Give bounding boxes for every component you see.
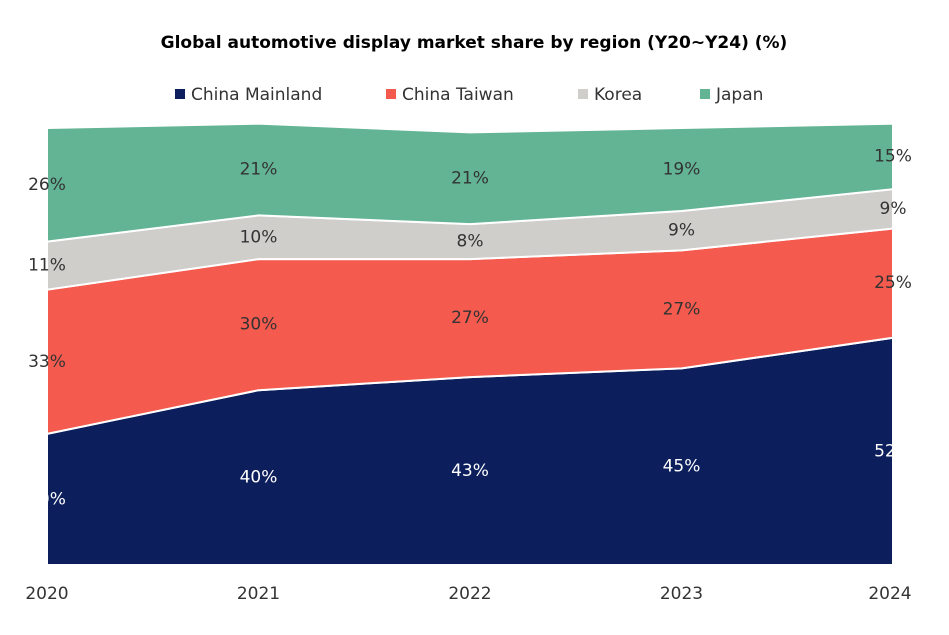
chart-title: Global automotive display market share b… [161, 33, 788, 53]
x-tick-label: 2022 [448, 584, 491, 604]
legend-label: China Mainland [191, 85, 322, 105]
x-tick-label: 2020 [25, 584, 68, 604]
legend-label: Korea [594, 85, 642, 105]
data-label: 26% [28, 175, 66, 195]
legend-label: Japan [715, 85, 763, 105]
data-label: 11% [28, 256, 66, 276]
x-tick-label: 2024 [868, 584, 911, 604]
data-label: 9% [880, 199, 907, 219]
data-label: 21% [451, 168, 489, 188]
data-label: 43% [451, 461, 489, 481]
legend-swatch [700, 89, 710, 99]
x-tick-label: 2021 [237, 584, 280, 604]
area [46, 122, 894, 243]
data-label: 40% [240, 468, 278, 488]
legend-swatch [175, 89, 185, 99]
data-label: 19% [663, 160, 701, 180]
data-label: 30% [28, 489, 66, 509]
legend-swatch [386, 89, 396, 99]
data-label: 27% [663, 299, 701, 319]
data-label: 52% [874, 441, 912, 461]
data-label: 10% [240, 227, 278, 247]
legend-label: China Taiwan [402, 85, 514, 105]
x-tick-label: 2023 [660, 584, 703, 604]
data-label: 33% [28, 352, 66, 372]
data-label: 9% [668, 221, 695, 241]
data-label: 30% [240, 315, 278, 335]
data-label: 21% [240, 160, 278, 180]
legend-swatch [578, 89, 588, 99]
data-label: 45% [663, 457, 701, 477]
data-label: 27% [451, 308, 489, 328]
data-label: 25% [874, 273, 912, 293]
data-label: 15% [874, 146, 912, 166]
data-label: 8% [457, 232, 484, 252]
